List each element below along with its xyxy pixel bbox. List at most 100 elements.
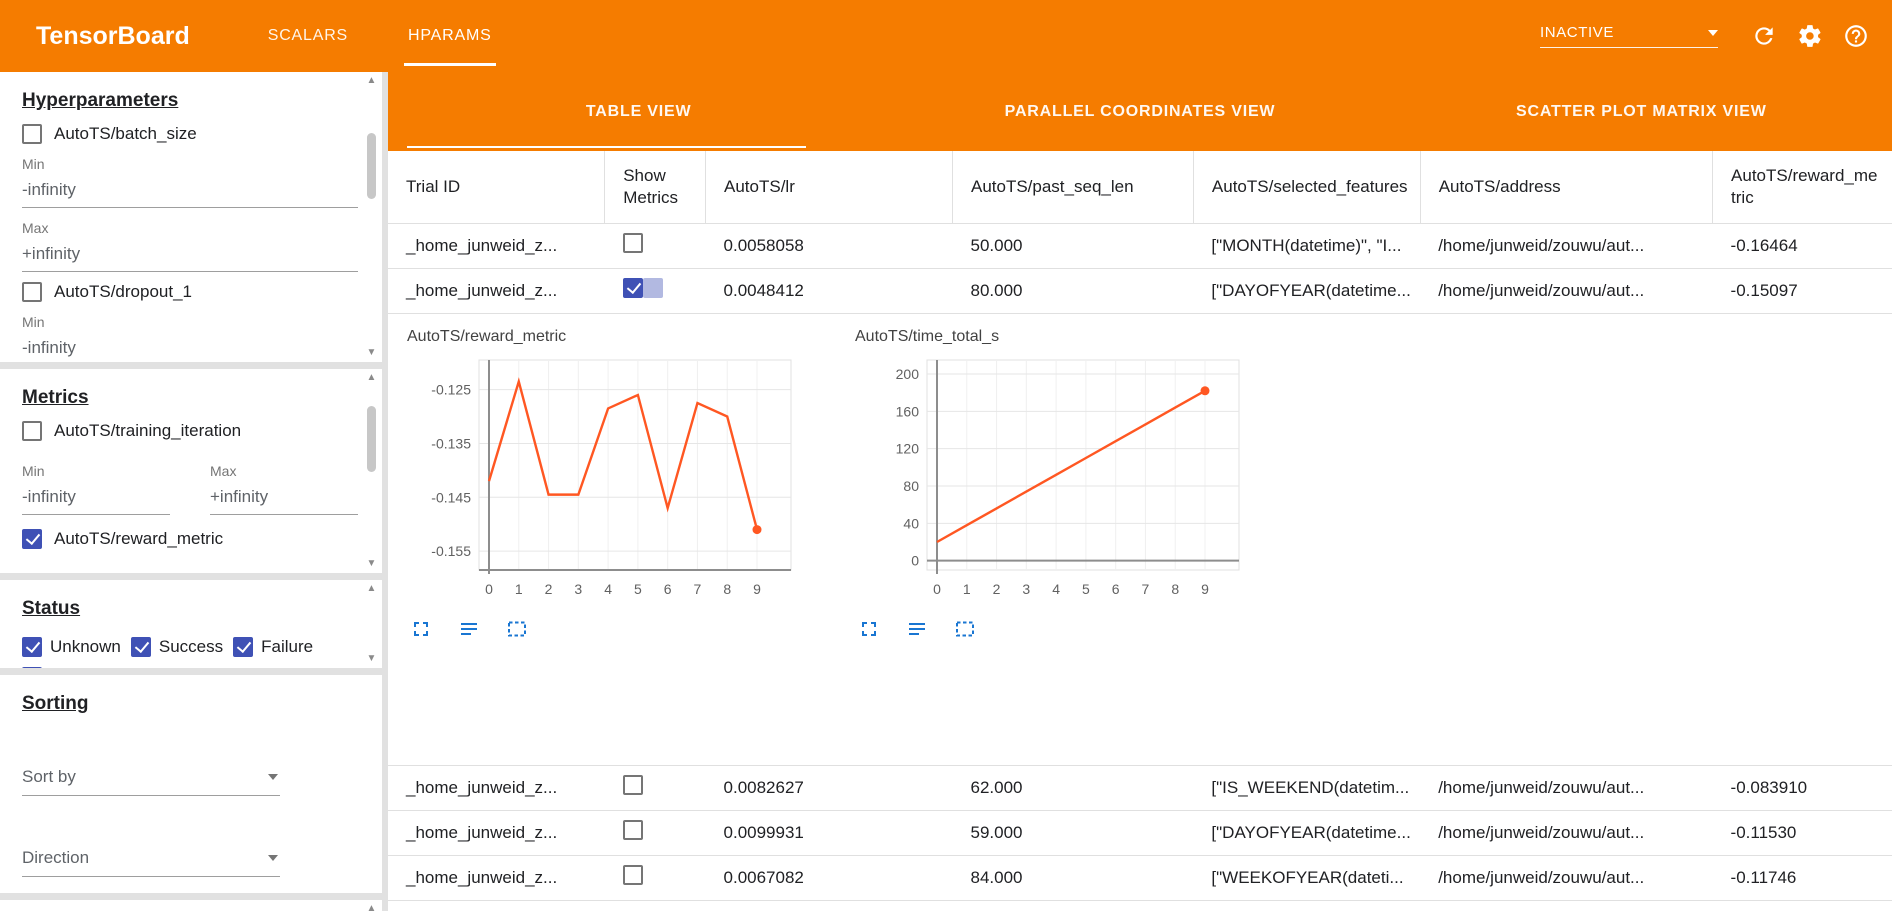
- chevron-down-icon: [268, 774, 278, 780]
- scroll-down-icon[interactable]: ▼: [366, 558, 377, 569]
- checkbox-icon[interactable]: [22, 282, 42, 302]
- min-input[interactable]: -infinity: [22, 481, 170, 515]
- scroll-up-icon[interactable]: ▲: [366, 583, 377, 594]
- svg-text:5: 5: [1082, 581, 1090, 597]
- expand-icon[interactable]: [409, 617, 433, 641]
- line-chart: -0.125 -0.135 -0.145 -0.155 0 1 2 3 4 5 6 7 8 9: [431, 359, 792, 597]
- direction-dropdown[interactable]: Direction: [22, 842, 280, 877]
- show-metrics-checkbox[interactable]: [622, 820, 643, 840]
- show-metrics-checkbox[interactable]: [622, 233, 643, 253]
- metric-label: AutoTS/training_iteration: [54, 421, 242, 440]
- show-metrics-checkbox[interactable]: [622, 775, 643, 795]
- scroll-up-icon[interactable]: ▲: [366, 372, 377, 383]
- scroll-down-icon[interactable]: ▼: [366, 653, 377, 664]
- min-input[interactable]: -infinity: [22, 332, 358, 362]
- cell-reward_metric: -0.15097: [1712, 268, 1892, 314]
- reload-status-dropdown[interactable]: INACTIVE: [1540, 24, 1718, 48]
- cell-lr: 0.0058058: [705, 223, 953, 269]
- min-input[interactable]: -infinity: [22, 174, 358, 208]
- data-lines-icon[interactable]: [457, 617, 481, 641]
- selection-box-icon[interactable]: [953, 617, 977, 641]
- column-header[interactable]: AutoTS/past_seq_len: [951, 151, 1194, 224]
- expand-icon[interactable]: [857, 617, 881, 641]
- column-header[interactable]: Trial ID: [388, 151, 605, 224]
- status-label: Success: [158, 637, 224, 656]
- min-field: Min -infinity: [22, 314, 356, 362]
- table-row[interactable]: _home_junweid_z... 0.0058058 50.000 ["MONTH…: [388, 223, 1892, 269]
- tab-table-view[interactable]: TABLE VIEW: [388, 72, 889, 151]
- checkbox-icon[interactable]: [130, 637, 151, 657]
- svg-text:6: 6: [664, 581, 672, 597]
- checkbox-icon[interactable]: [22, 637, 42, 657]
- direction-label: Direction: [22, 848, 90, 867]
- svg-text:0: 0: [485, 581, 493, 597]
- column-header[interactable]: AutoTS/address: [1419, 151, 1713, 224]
- scroll-up-icon[interactable]: ▲: [366, 903, 377, 911]
- min-label: Min: [22, 314, 45, 330]
- scroll-up-icon[interactable]: ▲: [366, 75, 377, 86]
- tab-scalars[interactable]: SCALARS: [267, 27, 349, 44]
- scrollbar[interactable]: ▲ ▼: [364, 583, 379, 665]
- svg-text:0: 0: [933, 581, 941, 597]
- tab-parallel-coordinates-view[interactable]: PARALLEL COORDINATES VIEW: [1004, 102, 1276, 120]
- hparam-label: AutoTS/batch_size: [54, 124, 197, 143]
- min-max-fields: Min -infinity Max +infinity: [22, 451, 358, 519]
- cell-past_seq_len: 80.000: [952, 268, 1194, 314]
- metric-charts: AutoTS/reward_metric -0.125 -0.135 -0.145 -0…: [407, 328, 1892, 641]
- svg-text:9: 9: [753, 581, 761, 597]
- toolbar-right: INACTIVE: [1540, 22, 1892, 50]
- max-input[interactable]: +infinity: [22, 238, 358, 272]
- scrollbar[interactable]: ▲: [364, 903, 379, 911]
- status-running-row[interactable]: Running: [22, 667, 113, 668]
- refresh-icon[interactable]: [1750, 22, 1778, 50]
- hparam-dropout-row[interactable]: AutoTS/dropout_1: [22, 282, 356, 302]
- status-panel: Status Unknown Success Failure: [0, 580, 382, 668]
- column-header[interactable]: AutoTS/selected_features: [1192, 151, 1421, 224]
- tab-hparams[interactable]: HPARAMS: [378, 0, 522, 72]
- column-header[interactable]: AutoTS/reward_metric: [1712, 151, 1892, 224]
- hparam-batch-size-row[interactable]: AutoTS/batch_size: [22, 124, 356, 144]
- column-header[interactable]: Show Metrics: [604, 151, 706, 224]
- cell-address: /home/junweid/zouwu/aut...: [1420, 268, 1713, 314]
- table-row[interactable]: _home_junweid_z... 0.0082627 62.000 ["IS_WE…: [388, 765, 1892, 811]
- selection-box-icon[interactable]: [505, 617, 529, 641]
- show-metrics-checkbox[interactable]: [622, 865, 643, 885]
- scrollbar[interactable]: ▲ ▼: [364, 75, 379, 359]
- svg-text:160: 160: [896, 403, 920, 419]
- svg-text:0: 0: [911, 552, 919, 568]
- cell-trial_id: _home_junweid_z...: [388, 855, 605, 901]
- max-input[interactable]: +infinity: [210, 481, 358, 515]
- data-lines-icon[interactable]: [905, 617, 929, 641]
- svg-text:120: 120: [896, 440, 920, 456]
- checkbox-icon[interactable]: [22, 421, 42, 441]
- tab-scatter-plot-matrix-view[interactable]: SCATTER PLOT MATRIX VIEW: [1516, 102, 1767, 120]
- sort-by-dropdown[interactable]: Sort by: [22, 761, 280, 796]
- checkbox-icon[interactable]: [22, 529, 42, 549]
- status-failure-row[interactable]: Failure: [233, 637, 313, 657]
- scrollbar-thumb[interactable]: [367, 133, 376, 199]
- metric-training-iteration-row[interactable]: AutoTS/training_iteration: [22, 421, 356, 441]
- scrollbar-thumb[interactable]: [367, 406, 376, 472]
- status-heading: Status: [22, 598, 81, 619]
- table-row[interactable]: _home_junweid_z... 0.0048412 80.000 ["DAYOF…: [388, 268, 1892, 314]
- svg-text:-0.135: -0.135: [431, 435, 471, 451]
- status-unknown-row[interactable]: Unknown: [22, 637, 121, 657]
- show-metrics-checkbox[interactable]: [622, 278, 643, 298]
- metric-reward-metric-row[interactable]: AutoTS/reward_metric: [22, 529, 356, 549]
- help-icon[interactable]: [1842, 22, 1870, 50]
- cell-trial_id: _home_junweid_z...: [388, 268, 605, 314]
- scrollbar[interactable]: ▲ ▼: [364, 372, 379, 570]
- checkbox-icon[interactable]: [233, 637, 254, 657]
- scroll-down-icon[interactable]: ▼: [366, 347, 377, 358]
- status-success-row[interactable]: Success: [130, 637, 224, 657]
- checkbox-icon[interactable]: [22, 667, 42, 668]
- table-row[interactable]: _home_junweid_z... 0.0099931 59.000 ["DAYOF…: [388, 810, 1892, 856]
- svg-text:5: 5: [634, 581, 642, 597]
- column-header[interactable]: AutoTS/lr: [705, 151, 953, 224]
- cell-lr: 0.0067082: [705, 855, 953, 901]
- gear-icon[interactable]: [1796, 22, 1824, 50]
- cell-show_metrics: [604, 810, 706, 856]
- checkbox-icon[interactable]: [22, 124, 42, 144]
- table-row[interactable]: _home_junweid_z... 0.0067082 84.000 ["WEEKO…: [388, 855, 1892, 901]
- cell-selected_features: ["IS_WEEKEND(datetim...: [1193, 765, 1421, 811]
